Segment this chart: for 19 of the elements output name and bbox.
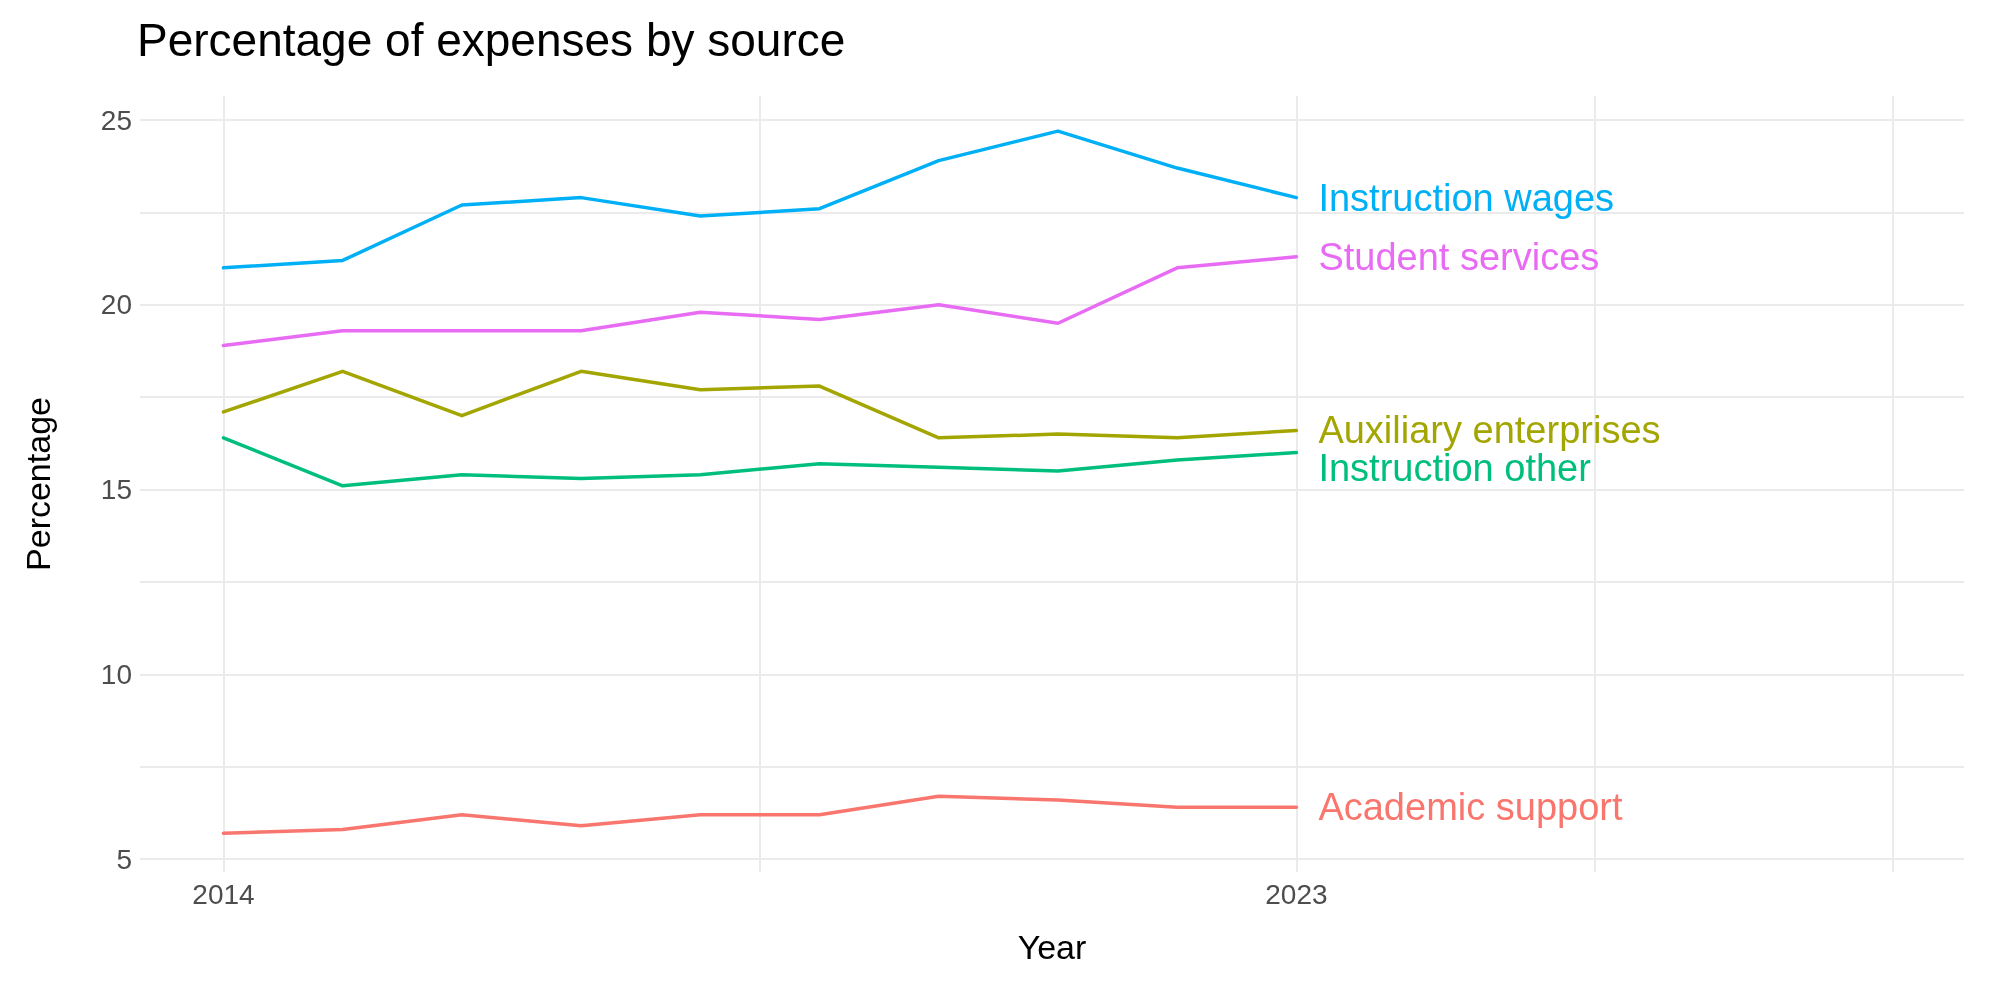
- line-series: [221, 794, 1299, 835]
- chart-title: Percentage of expenses by source: [137, 14, 846, 66]
- y-tick-label: 5: [116, 843, 132, 875]
- x-axis-title: Year: [1017, 928, 1087, 966]
- y-tick-label: 10: [100, 658, 132, 690]
- line-series: [221, 129, 1299, 270]
- series-label: Auxiliary enterprises: [1318, 409, 1661, 452]
- y-tick-label: 15: [100, 474, 132, 506]
- y-tick-label: 25: [100, 104, 132, 136]
- line-series: [221, 436, 1299, 488]
- y-tick-label: 20: [100, 289, 132, 321]
- line-series: [221, 369, 1299, 440]
- series-label: Student services: [1318, 235, 1600, 278]
- line-series: [221, 254, 1299, 348]
- x-tick-label: 2014: [192, 878, 255, 910]
- series-label: Academic support: [1318, 786, 1623, 829]
- series-label: Instruction wages: [1318, 176, 1615, 219]
- y-axis-title: Percentage: [19, 397, 57, 571]
- x-tick-label: 2023: [1265, 878, 1328, 910]
